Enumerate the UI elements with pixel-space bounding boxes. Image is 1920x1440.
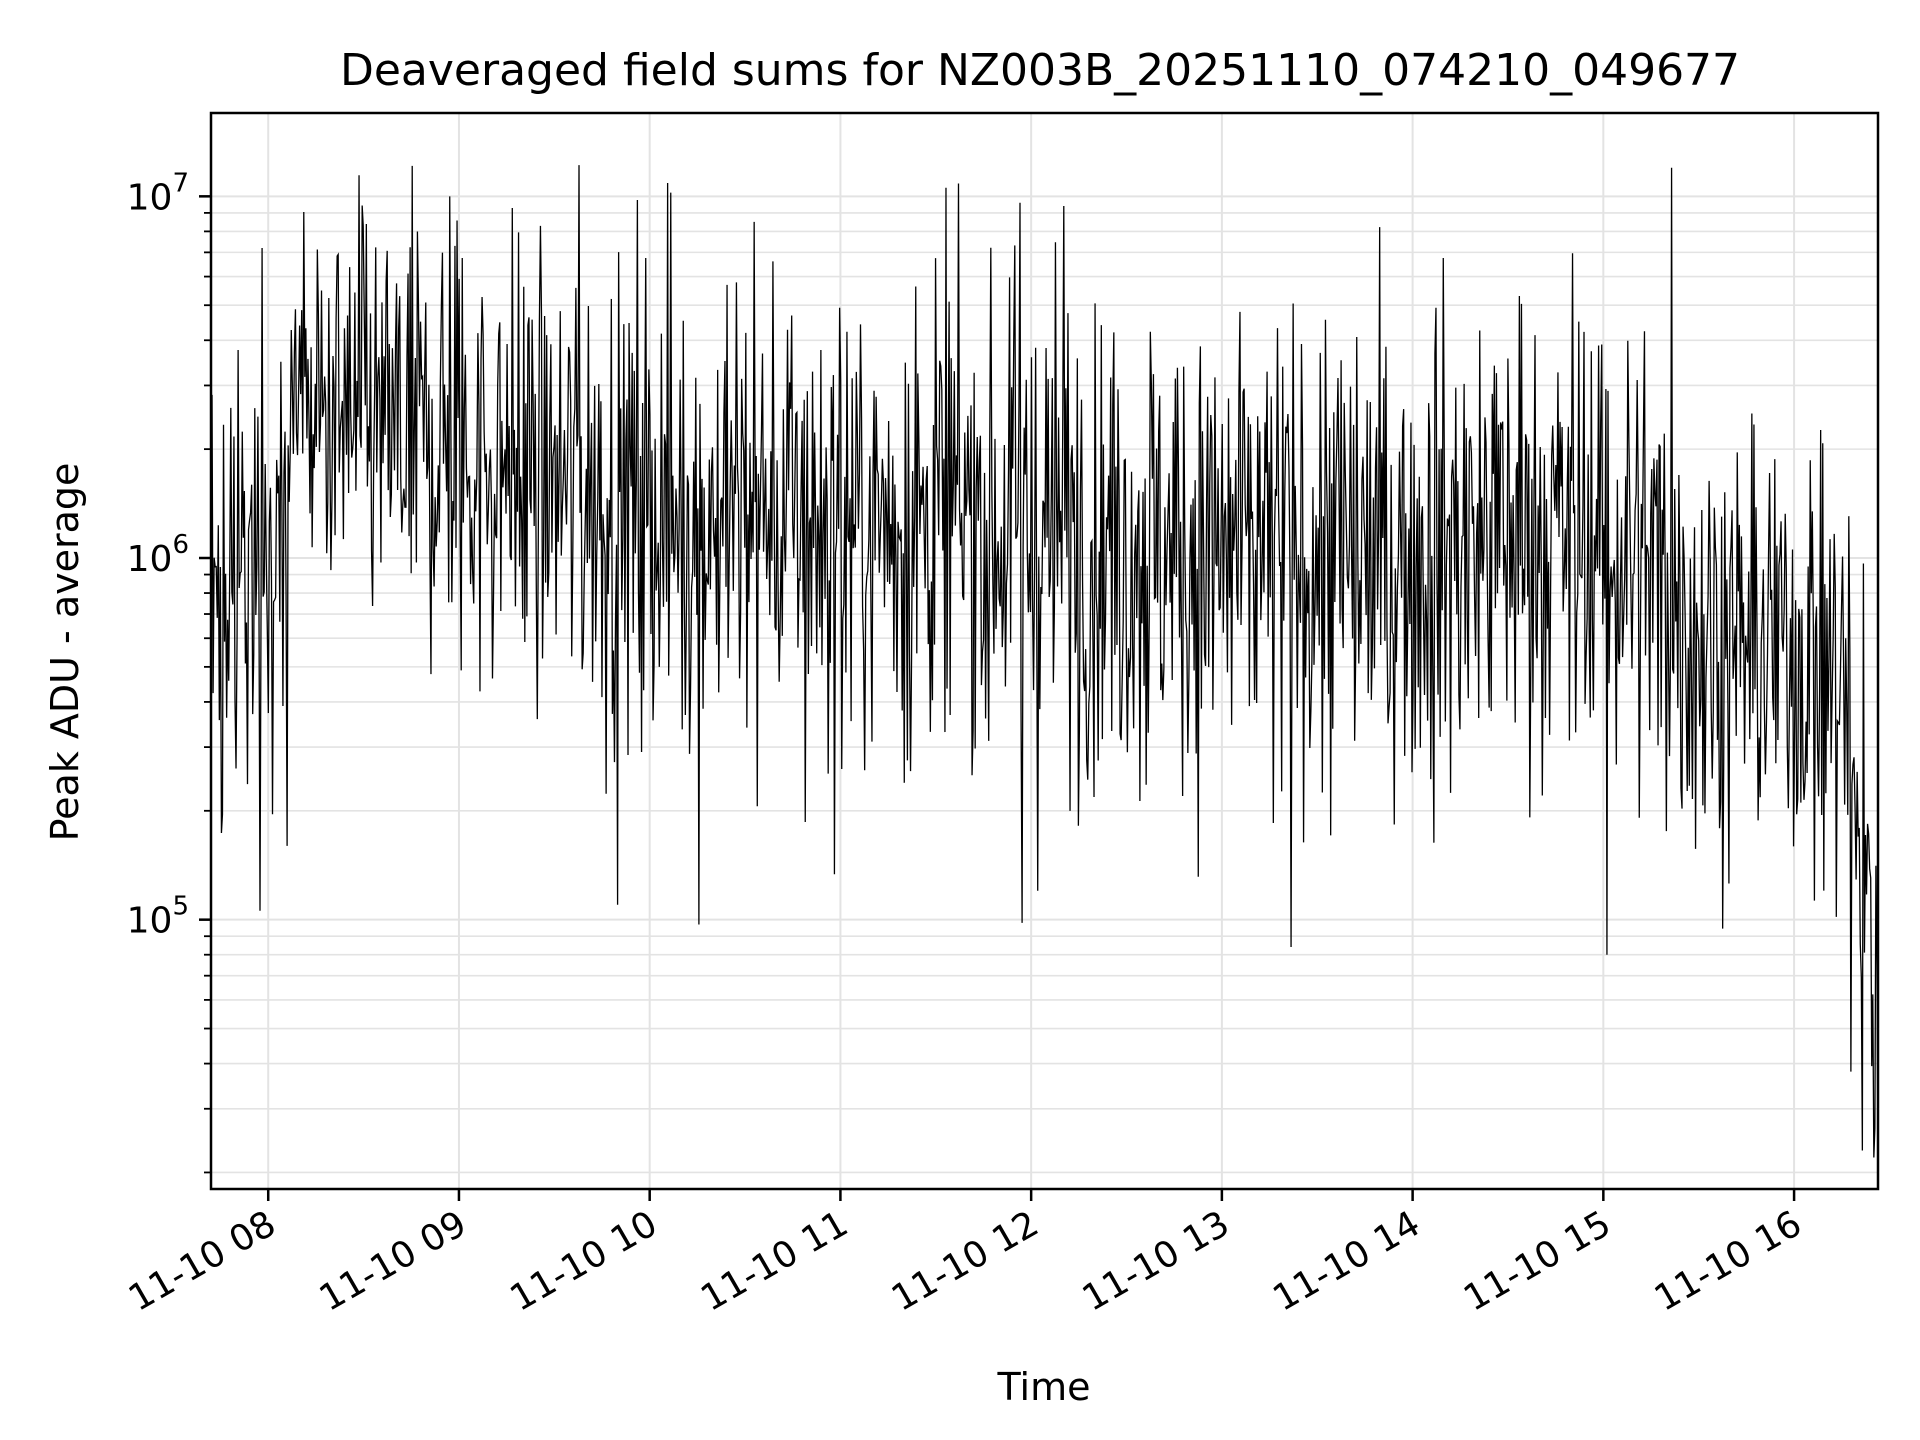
y-tick-base: 10 xyxy=(127,177,173,218)
y-tick-exponent: 7 xyxy=(172,168,189,198)
y-tick-exponent: 5 xyxy=(172,892,189,922)
y-tick-base: 10 xyxy=(127,539,173,580)
grid xyxy=(211,113,1878,1189)
y-axis-label: Peak ADU - average xyxy=(43,463,87,842)
chart-title: Deaveraged field sums for NZ003B_2025111… xyxy=(340,45,1740,96)
y-tick-label: 105 xyxy=(127,892,189,942)
y-tick-label: 107 xyxy=(127,168,189,218)
y-tick-label: 106 xyxy=(127,530,189,580)
series-line xyxy=(210,165,1879,1168)
plot-frame xyxy=(209,111,1880,1191)
y-tick-exponent: 6 xyxy=(172,530,189,560)
data-series xyxy=(210,165,1879,1168)
y-tick-base: 10 xyxy=(127,901,173,942)
x-axis-label: Time xyxy=(997,1365,1091,1409)
